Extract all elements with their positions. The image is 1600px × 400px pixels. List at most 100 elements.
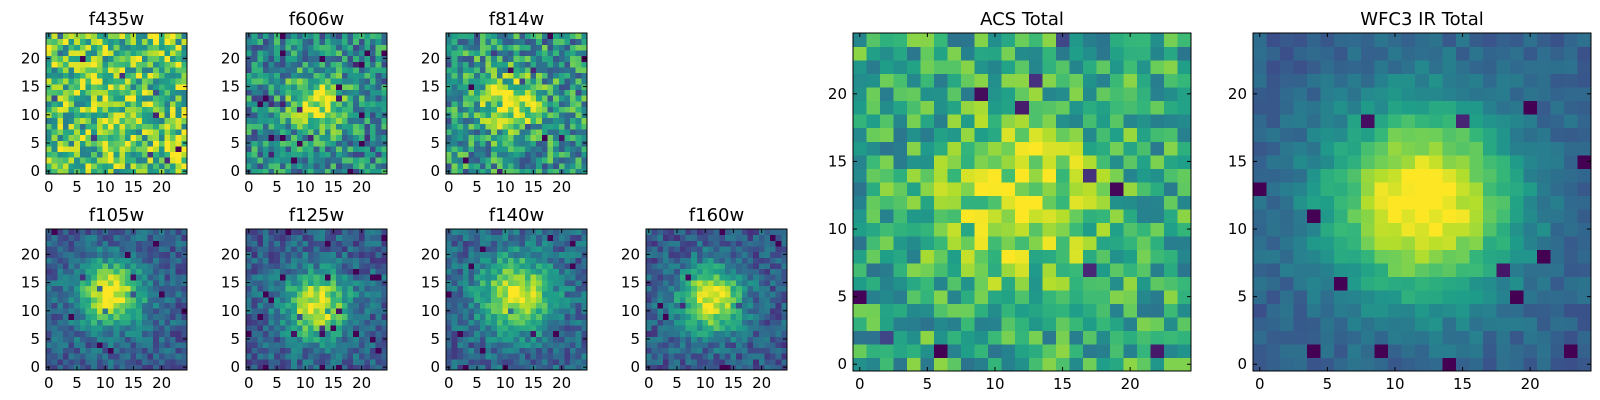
heatmap-cell	[296, 313, 303, 320]
heatmap-cell	[558, 279, 566, 286]
heatmap-cell	[496, 274, 503, 281]
heatmap-cell	[375, 78, 382, 85]
heatmap-cell	[296, 229, 303, 236]
heatmap-cell	[113, 78, 120, 85]
heatmap-cell	[474, 106, 481, 113]
heatmap-cell	[336, 106, 343, 113]
heatmap-cell	[358, 279, 366, 286]
heatmap-cell	[102, 234, 109, 241]
heatmap-cell	[536, 240, 543, 247]
heatmap-cell	[502, 128, 509, 136]
heatmap-cell	[736, 364, 743, 371]
heatmap-cell	[719, 240, 726, 247]
heatmap-cell	[262, 347, 270, 354]
heatmap-cell	[175, 307, 182, 315]
heatmap-cell	[547, 83, 554, 90]
heatmap-cell	[74, 285, 81, 292]
heatmap-cell	[113, 61, 120, 68]
heatmap-cell	[358, 66, 366, 74]
heatmap-cell	[153, 257, 160, 264]
heatmap-cell	[651, 341, 658, 349]
heatmap-cell	[530, 117, 537, 124]
heatmap-cell	[758, 353, 766, 360]
heatmap-cell	[158, 44, 166, 51]
heatmap-cell	[685, 291, 692, 298]
heatmap-cell	[651, 302, 658, 309]
heatmap-cell	[124, 111, 132, 119]
heatmap-cell	[893, 222, 908, 237]
heatmap-cell	[674, 319, 681, 326]
heatmap-cell	[462, 61, 470, 68]
heatmap-cell	[524, 229, 532, 236]
heatmap-cell	[136, 134, 143, 141]
heatmap-cell	[375, 38, 382, 45]
heatmap-cell	[74, 274, 81, 281]
heatmap-cell	[113, 95, 120, 102]
heatmap-cell	[974, 181, 989, 196]
heatmap-cell	[313, 61, 320, 68]
heatmap-cell	[108, 123, 115, 130]
heatmap-cell	[451, 44, 458, 51]
heatmap-cell	[651, 313, 658, 320]
heatmap-cell	[485, 358, 492, 365]
heatmap-cell	[158, 341, 166, 349]
heatmap-cell	[136, 353, 143, 360]
heatmap-cell	[85, 285, 92, 292]
heatmap-cell	[479, 140, 487, 147]
heatmap-cell	[262, 128, 270, 136]
heatmap-cell	[934, 181, 949, 196]
heatmap-cell	[479, 123, 487, 130]
heatmap-cell	[296, 358, 303, 365]
heatmap-cell	[741, 330, 749, 337]
heatmap-cell	[124, 140, 132, 147]
heatmap-cell	[170, 128, 177, 136]
heatmap-cell	[893, 316, 908, 332]
heatmap-cell	[251, 111, 258, 119]
heatmap-cell	[85, 151, 92, 158]
heatmap-cell	[268, 330, 275, 337]
heatmap-cell	[336, 319, 343, 326]
heatmap-cell	[158, 95, 166, 102]
heatmap-cell	[170, 364, 177, 371]
heatmap-cell	[262, 106, 270, 113]
heatmap-cell	[113, 83, 120, 90]
heatmap-cell	[153, 78, 160, 85]
heatmap-cell	[313, 83, 320, 90]
heatmap-cell	[651, 229, 658, 236]
heatmap-cell	[907, 330, 922, 345]
heatmap-cell	[175, 229, 182, 236]
heatmap-cell	[753, 347, 760, 354]
heatmap-cell	[291, 100, 298, 107]
heatmap-cell	[770, 330, 777, 337]
heatmap-cell	[553, 358, 560, 365]
heatmap-cell	[1069, 222, 1084, 237]
heatmap-cell	[170, 55, 177, 62]
heatmap-cell	[324, 33, 332, 40]
heatmap-cell	[358, 330, 366, 337]
heatmap-cell	[313, 336, 320, 343]
heatmap-cell	[257, 341, 264, 349]
heatmap-cell	[291, 257, 298, 264]
heatmap-cell	[758, 291, 766, 298]
heatmap-cell	[575, 364, 582, 371]
heatmap-cell	[279, 319, 287, 326]
heatmap-cell	[74, 128, 81, 136]
heatmap-cell	[336, 291, 343, 298]
heatmap-cell	[353, 89, 360, 96]
heatmap-cell	[251, 33, 258, 40]
heatmap-cell	[570, 55, 577, 62]
heatmap-cell	[119, 302, 126, 309]
heatmap-cell	[158, 151, 166, 158]
heatmap-cell	[508, 341, 515, 349]
heatmap-cell	[181, 285, 188, 292]
heatmap-cell	[679, 296, 687, 303]
heatmap-cell	[541, 336, 549, 343]
heatmap-cell	[85, 140, 92, 147]
heatmap-cell	[524, 313, 532, 320]
heatmap-cell	[319, 234, 326, 241]
heatmap-cell	[175, 145, 182, 153]
heatmap-cell	[375, 162, 382, 169]
heatmap-cell	[685, 257, 692, 264]
heatmap-cell	[1109, 249, 1124, 264]
heatmap-cell	[451, 251, 458, 258]
